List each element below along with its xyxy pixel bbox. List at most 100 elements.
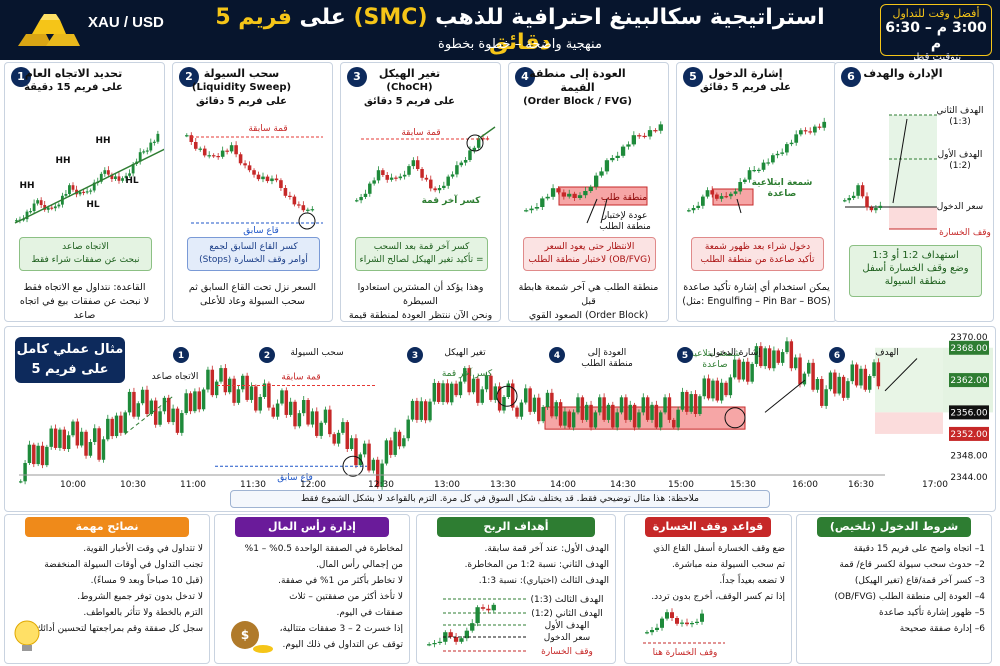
candle <box>288 195 292 197</box>
candle <box>776 350 780 363</box>
candle <box>752 170 757 172</box>
candle <box>584 404 589 420</box>
candle <box>476 378 480 403</box>
candle <box>506 383 511 397</box>
y-tick-label: 2356.00 <box>950 408 987 418</box>
candle <box>468 150 472 160</box>
candle <box>667 397 672 420</box>
candle <box>464 630 469 639</box>
candle <box>576 397 580 413</box>
candle <box>874 208 878 211</box>
candle <box>519 402 524 417</box>
candle <box>802 373 807 385</box>
candle <box>232 378 236 403</box>
candle <box>463 368 467 382</box>
example-step-badge <box>407 347 423 363</box>
bottom-card-title: إدارة رأس المال <box>235 517 389 537</box>
candle <box>345 422 349 449</box>
candle <box>433 188 437 191</box>
chart-label: شمعة ابتلاعية <box>690 349 741 359</box>
trend-arrow <box>124 395 174 435</box>
candle <box>49 428 53 447</box>
chart-label: HH <box>95 136 110 146</box>
candle <box>407 166 411 175</box>
candle <box>820 379 824 406</box>
candle <box>550 188 556 197</box>
candle <box>32 203 36 212</box>
candle <box>822 121 827 128</box>
candle <box>123 412 127 433</box>
candle <box>211 155 216 157</box>
x-tick-label: 14:30 <box>610 480 636 490</box>
coins-icon <box>253 645 273 653</box>
candle <box>602 397 606 420</box>
candle <box>637 135 642 137</box>
candle <box>79 431 84 446</box>
candle <box>336 432 341 444</box>
candle <box>806 362 811 374</box>
list-item: 2– حدوث سحب سيولة لكسر قاع/ قمة <box>839 560 985 570</box>
candle <box>701 196 705 206</box>
bottom-card-list: لا تتداول في وقت الأخبار القوية. تجنب الت… <box>33 541 203 637</box>
example-note: ملاحظة: هذا مثال توضيحي فقط. قد يختلف شك… <box>230 490 770 508</box>
candle <box>385 175 389 180</box>
candle <box>238 154 243 164</box>
candle <box>687 210 691 212</box>
candle <box>650 404 654 420</box>
candle <box>101 439 106 460</box>
candle <box>89 190 93 192</box>
bottom-card-illustration: $ <box>231 621 273 653</box>
candle <box>188 393 193 412</box>
candle <box>567 411 572 428</box>
example-step-number: 2 <box>264 351 270 361</box>
candle <box>540 198 545 207</box>
x-tick-label: 16:30 <box>848 480 874 490</box>
step-number-badge: 6 <box>841 67 861 87</box>
candle <box>759 346 763 367</box>
candle <box>284 390 289 415</box>
step-footnote: منطقة الطلب هي آخر شمعة هابطة قبل (Order… <box>518 282 659 321</box>
step-subtitle: على فريم 5 دقائق <box>699 82 791 93</box>
candle <box>27 444 32 463</box>
step-highlight-box: كسر القاع السابق لجمع أوامر وقف الخسارة … <box>187 237 320 271</box>
chart-label: HL <box>86 200 100 210</box>
list-item: الهدف الأول: عند آخر قمة سابقة. <box>484 544 610 554</box>
candle <box>472 147 477 151</box>
candle <box>110 418 114 437</box>
candle <box>693 394 698 414</box>
arrow-line <box>480 126 496 138</box>
list-item: تم سحب السيولة منه مباشرة. <box>671 560 785 570</box>
candle <box>515 407 519 417</box>
chart-label: إشارة الدخول <box>709 348 760 358</box>
candle <box>328 409 332 435</box>
candle <box>279 180 283 188</box>
loss-zone <box>889 207 937 229</box>
candle <box>867 376 872 390</box>
candle <box>696 205 701 208</box>
candle <box>376 170 381 181</box>
candle <box>153 400 158 425</box>
example-label: مثال عملي كامل على فريم 5 دقائق <box>15 337 125 397</box>
candle <box>97 428 101 460</box>
candle <box>436 382 441 402</box>
candle <box>766 162 771 164</box>
x-tick-label: 11:30 <box>240 480 266 490</box>
bottom-card-5: نصائح مهمة لا تتداول في وقت الأخبار القوي… <box>4 514 210 664</box>
candle <box>128 173 131 176</box>
candle <box>476 138 481 148</box>
entry-circle <box>724 407 746 429</box>
candle <box>824 389 828 406</box>
chart-label: كسر آخر قمة <box>442 367 493 379</box>
candle <box>58 429 62 448</box>
candle <box>729 193 733 197</box>
target-area <box>875 347 943 413</box>
list-item: 6– إدارة صفقة صحيحة <box>899 624 985 634</box>
candle <box>410 400 415 420</box>
candle <box>626 144 631 147</box>
candle <box>615 155 620 158</box>
candle <box>270 178 274 182</box>
candle <box>645 397 650 420</box>
candle <box>198 148 203 150</box>
candle <box>53 206 57 209</box>
candle <box>127 391 132 413</box>
